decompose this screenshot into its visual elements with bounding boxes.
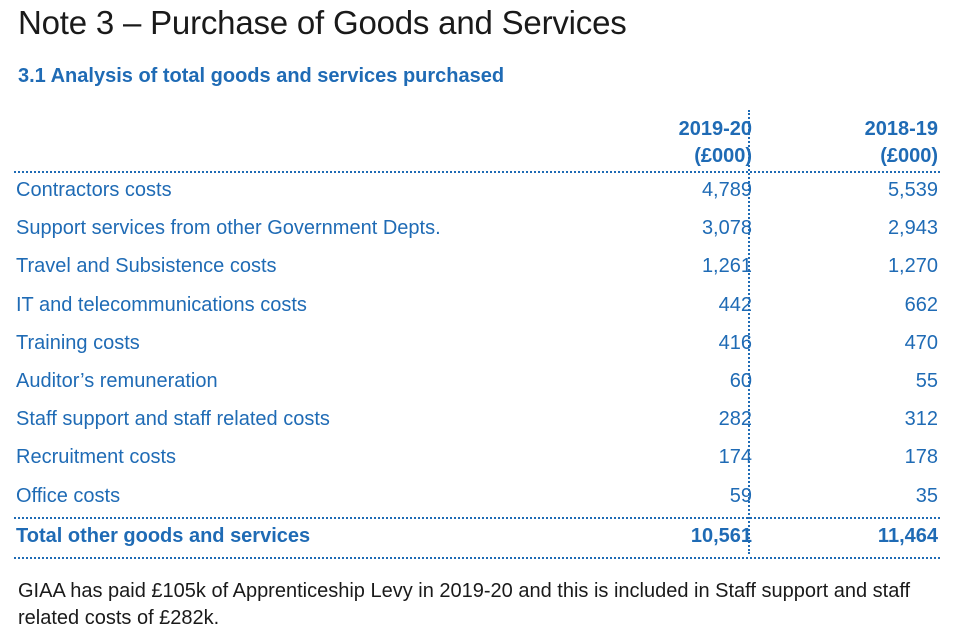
row-value-2019-20: 1,261 — [701, 255, 752, 278]
table-row: Auditor’s remuneration 60 55 — [14, 364, 940, 402]
header-unit: (£000) — [880, 145, 938, 167]
column-divider — [748, 110, 750, 554]
row-value-2019-20: 442 — [718, 293, 752, 316]
row-value-2019-20: 174 — [718, 446, 752, 469]
section-subtitle: 3.1 Analysis of total goods and services… — [18, 65, 505, 87]
row-value-2018-19: 35 — [915, 484, 938, 507]
total-value-2019-20: 10,561 — [690, 524, 752, 547]
table-row: Training costs 416 470 — [14, 326, 940, 364]
row-label: Contractors costs — [16, 179, 172, 201]
footnote: GIAA has paid £105k of Apprenticeship Le… — [18, 580, 911, 629]
header-unit: (£000) — [694, 145, 752, 167]
page-title: Note 3 – Purchase of Goods and Services — [18, 4, 627, 41]
table-row: IT and telecommunications costs 442 662 — [14, 288, 940, 326]
row-value-2019-20: 60 — [729, 369, 752, 392]
total-row: Total other goods and services 10,561 11… — [14, 519, 940, 557]
table-row: Contractors costs 4,789 5,539 — [14, 173, 940, 211]
table-header: 2019-20 (£000) 2018-19 (£000) — [14, 116, 940, 171]
header-col-2019-20: 2019-20 (£000) — [679, 116, 752, 170]
row-label: Staff support and staff related costs — [16, 408, 330, 431]
row-value-2018-19: 2,943 — [887, 217, 938, 240]
row-label: Auditor’s remuneration — [16, 369, 218, 392]
row-value-2019-20: 282 — [718, 408, 752, 431]
costs-table: 2019-20 (£000) 2018-19 (£000) Contractor… — [14, 116, 940, 559]
total-rule-top — [14, 516, 940, 519]
table-row: Travel and Subsistence costs 1,261 1,270 — [14, 249, 940, 287]
table-row: Office costs 59 35 — [14, 479, 940, 517]
header-col-2018-19: 2018-19 (£000) — [865, 116, 938, 170]
row-value-2018-19: 312 — [904, 408, 938, 431]
row-label: IT and telecommunications costs — [16, 293, 307, 316]
header-year: 2018-19 — [864, 118, 938, 140]
row-value-2019-20: 416 — [718, 331, 752, 354]
total-label: Total other goods and services — [16, 524, 311, 547]
header-year: 2019-20 — [678, 118, 752, 140]
total-rule-bottom — [14, 556, 940, 559]
row-label: Office costs — [16, 484, 121, 507]
row-value-2019-20: 3,078 — [701, 217, 752, 240]
row-value-2019-20: 4,789 — [701, 179, 752, 201]
row-label: Support services from other Government D… — [16, 217, 441, 240]
row-label: Travel and Subsistence costs — [16, 255, 277, 278]
row-value-2018-19: 1,270 — [887, 255, 938, 278]
row-value-2018-19: 178 — [904, 446, 938, 469]
total-value-2018-19: 11,464 — [877, 524, 938, 547]
table-row: Staff support and staff related costs 28… — [14, 402, 940, 440]
header-rule — [14, 171, 940, 173]
row-value-2019-20: 59 — [729, 484, 752, 507]
table-row: Recruitment costs 174 178 — [14, 440, 940, 478]
row-value-2018-19: 470 — [904, 331, 938, 354]
row-label: Training costs — [16, 331, 140, 354]
table-row: Support services from other Government D… — [14, 211, 940, 249]
row-value-2018-19: 662 — [904, 293, 938, 316]
row-value-2018-19: 5,539 — [887, 179, 938, 201]
row-label: Recruitment costs — [16, 446, 177, 469]
row-value-2018-19: 55 — [915, 369, 938, 392]
